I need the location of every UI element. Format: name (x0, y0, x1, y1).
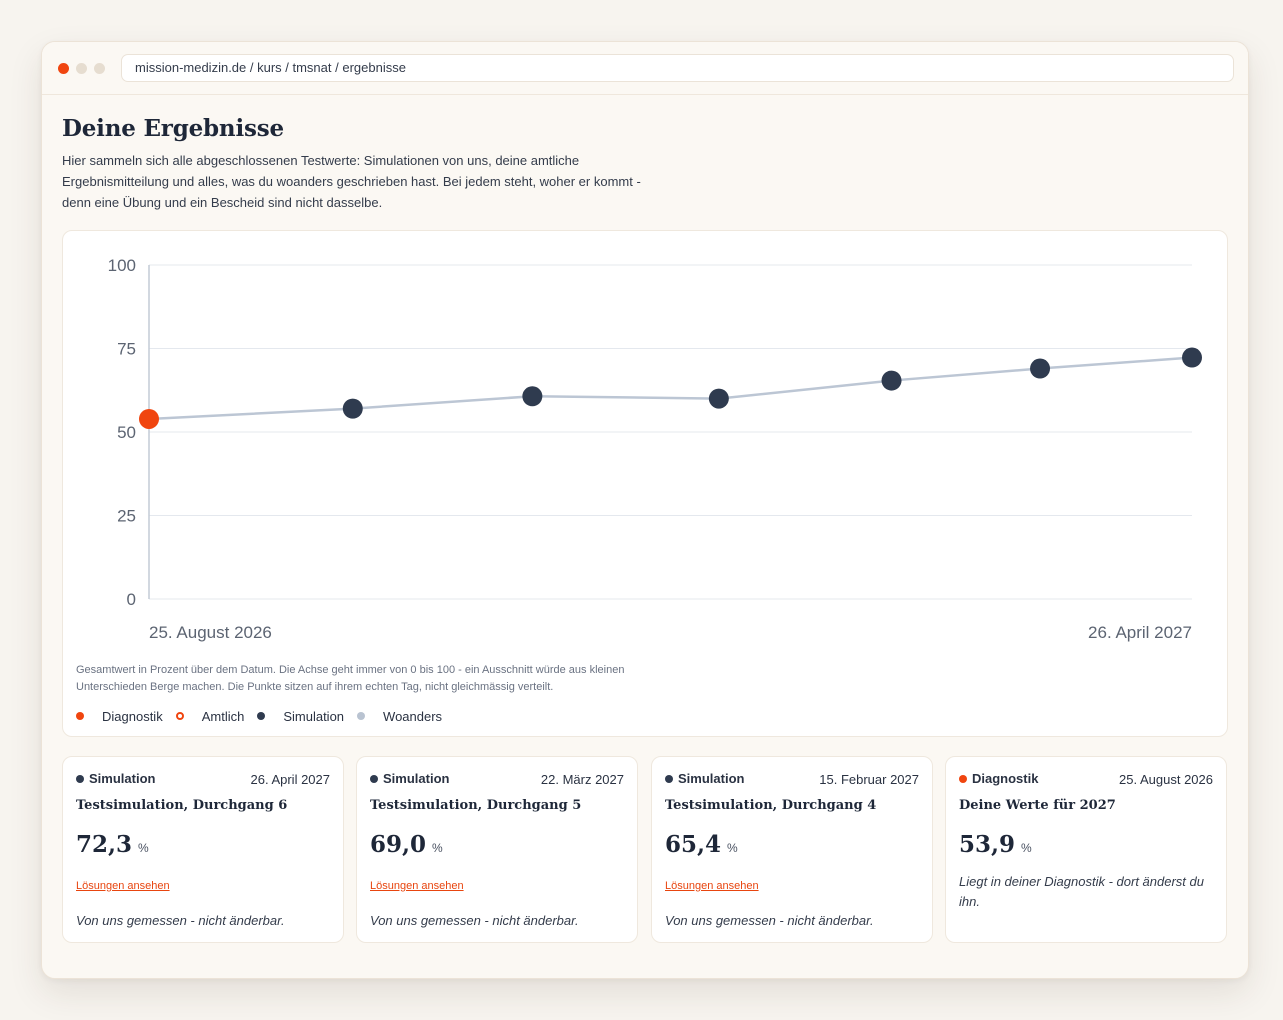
data-point-simulation (342, 398, 363, 419)
result-card: Simulation 22. März 2027 Testsimulation, D… (356, 756, 638, 943)
y-tick-label: 25 (117, 507, 136, 526)
y-tick-label: 50 (117, 423, 136, 442)
result-note: Von uns gemessen - nicht änderbar. (370, 913, 579, 928)
result-title: Testsimulation, Durchgang 4 (665, 798, 877, 813)
score-value: 69,0 (370, 831, 427, 858)
result-title: Testsimulation, Durchgang 6 (76, 798, 288, 813)
results-chart-card: 0 25 50 75 100 25. August 2026 26. April 2027 … (62, 230, 1228, 737)
data-point-simulation (522, 386, 543, 407)
result-date: 25. August 2026 (1119, 772, 1213, 787)
legend-marker (257, 712, 266, 720)
kind-dot (959, 774, 967, 783)
result-card: Simulation 26. April 2027 Testsimulation, … (62, 756, 344, 943)
results-chart: 0 25 50 75 100 25. August 2026 26. April 2027 (108, 256, 1202, 642)
chart-legend: Diagnostik Amtlich Simulation Woanders (76, 707, 455, 725)
result-card: Diagnostik 25. August 2026 Deine Werte für… (945, 756, 1227, 943)
kind-label: Diagnostik (972, 771, 1039, 786)
result-score: 65,4% (665, 831, 738, 858)
y-tick-label: 0 (127, 590, 136, 609)
result-title: Deine Werte für 2027 (959, 798, 1116, 813)
y-tick-label: 100 (108, 256, 136, 275)
score-unit: % (727, 841, 738, 855)
result-score: 53,9% (959, 831, 1032, 858)
result-note: Von uns gemessen - nicht änderbar. (76, 913, 285, 928)
result-date: 15. Februar 2027 (819, 772, 919, 787)
solutions-link[interactable]: Lösungen ansehen (370, 880, 464, 892)
legend-item: Simulation (257, 709, 344, 724)
result-note: Liegt in deiner Diagnostik - dort änders… (959, 874, 1204, 909)
maximize-window-button[interactable] (94, 63, 105, 74)
data-point-simulation (881, 370, 902, 391)
data-point-simulation (1182, 347, 1202, 368)
y-tick-label: 75 (117, 340, 136, 359)
title-bar: mission-medizin.de / kurs / tmsnat / erg… (42, 42, 1248, 95)
score-value: 65,4 (665, 831, 722, 858)
minimize-window-button[interactable] (76, 63, 87, 74)
x-tick-label-start: 25. August 2026 (149, 623, 272, 642)
solutions-link[interactable]: Lösungen ansehen (665, 880, 759, 892)
solutions-link[interactable]: Lösungen ansehen (76, 880, 170, 892)
legend-item: Woanders (357, 709, 442, 724)
score-unit: % (138, 841, 149, 855)
legend-label: Diagnostik (102, 708, 163, 724)
page-intro: Hier sammeln sich alle abgeschlossenen T… (62, 153, 641, 210)
score-value: 72,3 (76, 831, 133, 858)
result-card: Simulation 15. Februar 2027 Testsimulation… (651, 756, 933, 943)
legend-marker (357, 712, 366, 720)
legend-item: Diagnostik (76, 709, 163, 724)
score-unit: % (1021, 841, 1032, 855)
result-score: 69,0% (370, 831, 443, 858)
result-date: 26. April 2027 (250, 772, 330, 787)
score-value: 53,9 (959, 831, 1016, 858)
result-kind-badge: Simulation (370, 771, 449, 786)
result-date: 22. März 2027 (540, 772, 624, 787)
address-bar[interactable]: mission-medizin.de / kurs / tmsnat / erg… (121, 54, 1234, 82)
legend-marker (76, 712, 84, 720)
close-window-button[interactable] (58, 63, 69, 74)
browser-window: mission-medizin.de / kurs / tmsnat / erg… (41, 41, 1249, 979)
chart-caption: Gesamtwert in Prozent über dem Datum. Di… (76, 664, 625, 693)
legend-marker (175, 712, 184, 720)
result-cards: Simulation 26. April 2027 Testsimulation, … (62, 756, 1228, 943)
legend-label: Amtlich (201, 708, 245, 724)
result-kind-badge: Simulation (665, 771, 744, 786)
data-point-diagnostik (139, 408, 159, 429)
kind-label: Simulation (89, 771, 156, 786)
result-title: Testsimulation, Durchgang 5 (370, 798, 582, 813)
data-point-simulation (708, 388, 729, 409)
result-kind-badge: Simulation (76, 771, 155, 786)
kind-label: Simulation (678, 771, 745, 786)
result-kind-badge: Diagnostik (959, 771, 1038, 786)
x-tick-label-end: 26. April 2027 (1088, 623, 1192, 642)
score-unit: % (432, 841, 443, 855)
result-note: Von uns gemessen - nicht änderbar. (665, 913, 874, 928)
legend-item: Amtlich (175, 708, 245, 724)
kind-dot (370, 774, 378, 783)
page-title: Deine Ergebnisse (62, 115, 284, 142)
kind-dot (76, 774, 84, 783)
result-score: 72,3% (76, 831, 149, 858)
kind-dot (665, 774, 673, 783)
legend-label: Simulation (283, 708, 345, 724)
legend-label: Woanders (383, 708, 443, 724)
kind-label: Simulation (383, 771, 450, 786)
data-point-simulation (1030, 358, 1051, 379)
